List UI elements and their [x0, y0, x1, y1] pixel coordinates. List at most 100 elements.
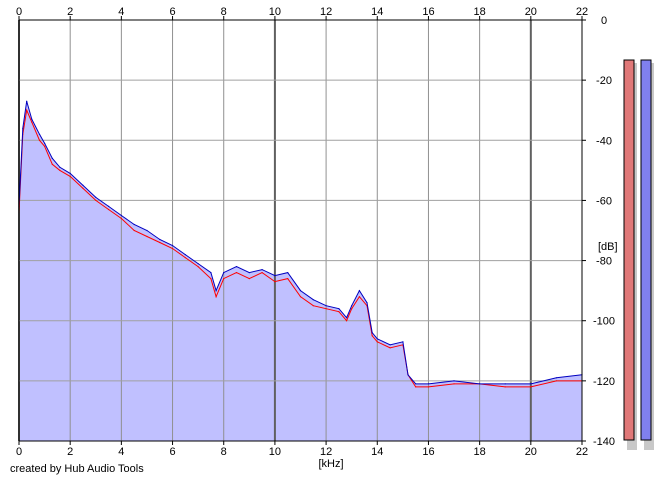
- plot-border: [18, 19, 583, 442]
- series-point: [69, 172, 71, 174]
- series-point: [351, 305, 353, 307]
- series-point: [366, 302, 368, 304]
- series-point: [159, 238, 161, 241]
- series-point: [184, 254, 186, 256]
- series-point: [159, 241, 161, 244]
- x-tick-label-bottom: 10: [269, 446, 281, 458]
- series-point: [376, 341, 378, 343]
- series-lines: [18, 100, 583, 388]
- series-point: [453, 383, 455, 385]
- x-ticks-top: 0 2 4 6 8 10 12 14 16 18 20 22: [16, 6, 588, 20]
- x-tick-label-top: 0: [16, 6, 22, 18]
- series-point: [235, 266, 238, 268]
- series-point: [146, 235, 148, 238]
- x-tick-label-top: 14: [371, 6, 383, 18]
- series-point: [223, 272, 225, 274]
- series-point: [235, 272, 238, 274]
- series-point: [389, 344, 391, 346]
- series-point: [146, 229, 148, 232]
- series-point: [44, 142, 46, 144]
- series-point: [402, 341, 404, 343]
- series-point: [376, 338, 378, 340]
- series-point: [215, 296, 217, 298]
- x-tick-label-top: 10: [269, 6, 281, 18]
- series-point: [346, 320, 348, 322]
- series-point: [504, 386, 506, 388]
- x-tick-label-top: 6: [169, 6, 175, 18]
- series-point: [338, 308, 340, 310]
- series-point: [26, 109, 28, 111]
- series-point: [299, 296, 302, 298]
- series-point: [325, 305, 327, 307]
- series-point: [82, 184, 84, 186]
- series-point: [197, 263, 199, 265]
- x-tick-label-bottom: 8: [221, 446, 227, 458]
- series-point: [312, 299, 314, 301]
- series-point: [351, 308, 353, 310]
- x-tick-label-top: 4: [118, 6, 124, 18]
- series-point: [210, 272, 212, 274]
- plot-frame: [18, 19, 583, 442]
- series-point: [415, 383, 417, 385]
- y-ticks-right: 0 -20 -40 -60 -80 -100 -120 -140: [582, 15, 615, 448]
- series-point: [287, 272, 289, 274]
- series-point: [120, 217, 122, 220]
- series-point: [389, 347, 391, 349]
- series-point: [197, 266, 199, 268]
- y-tick-label: -100: [593, 316, 615, 328]
- series-point: [312, 305, 314, 307]
- series-point: [530, 383, 532, 385]
- series-point: [427, 386, 430, 388]
- series-point: [407, 374, 409, 376]
- y-tick-label: -20: [596, 75, 612, 87]
- level-meter-0: [623, 59, 635, 441]
- series-point: [338, 311, 340, 313]
- x-ticks-bottom: 0 2 4 6 8 10 12 14 16 18 20 22: [16, 441, 588, 458]
- series-line-1: [18, 101, 583, 385]
- series-point: [371, 335, 373, 337]
- series-point: [415, 386, 417, 388]
- y-tick-label: -60: [596, 195, 612, 207]
- series-point: [555, 380, 558, 382]
- series-point: [287, 278, 289, 280]
- x-tick-label-top: 12: [320, 6, 332, 18]
- series-point: [95, 199, 97, 201]
- series-point: [82, 187, 84, 189]
- series-point: [38, 139, 41, 141]
- series-point: [22, 127, 24, 129]
- x-tick-label-bottom: 4: [118, 446, 124, 458]
- x-tick-label-bottom: 12: [320, 446, 332, 458]
- x-tick-label-top: 22: [576, 6, 588, 18]
- y-axis-label: [dB]: [598, 241, 618, 253]
- y-tick-label: -80: [596, 256, 612, 268]
- y-tick-label: 0: [601, 15, 607, 27]
- series-point: [248, 278, 250, 280]
- y-tick-label: -140: [593, 436, 615, 448]
- series-point: [38, 133, 41, 135]
- series-point: [31, 118, 33, 120]
- x-tick-label-top: 8: [221, 6, 227, 18]
- series-point: [44, 145, 46, 147]
- series-point: [274, 275, 276, 277]
- series-point: [371, 332, 373, 334]
- series-point: [248, 272, 250, 274]
- series-point: [215, 290, 217, 292]
- x-tick-label-bottom: 18: [474, 446, 486, 458]
- series-point: [51, 157, 53, 159]
- series-point: [427, 383, 430, 385]
- series-point: [325, 308, 327, 310]
- series-point: [171, 247, 174, 250]
- x-tick-label-bottom: 6: [169, 446, 175, 458]
- x-tick-label-top: 18: [474, 6, 486, 18]
- series-point: [69, 175, 71, 177]
- series-point: [108, 208, 110, 211]
- y-tick-label: -120: [593, 376, 615, 388]
- series-point: [31, 121, 33, 123]
- x-tick-label-top: 2: [67, 6, 73, 18]
- series-point: [346, 317, 348, 319]
- series-point: [261, 272, 263, 274]
- x-tick-label-bottom: 20: [525, 446, 537, 458]
- series-point: [555, 377, 558, 379]
- series-point: [223, 278, 225, 280]
- series-point: [274, 281, 276, 283]
